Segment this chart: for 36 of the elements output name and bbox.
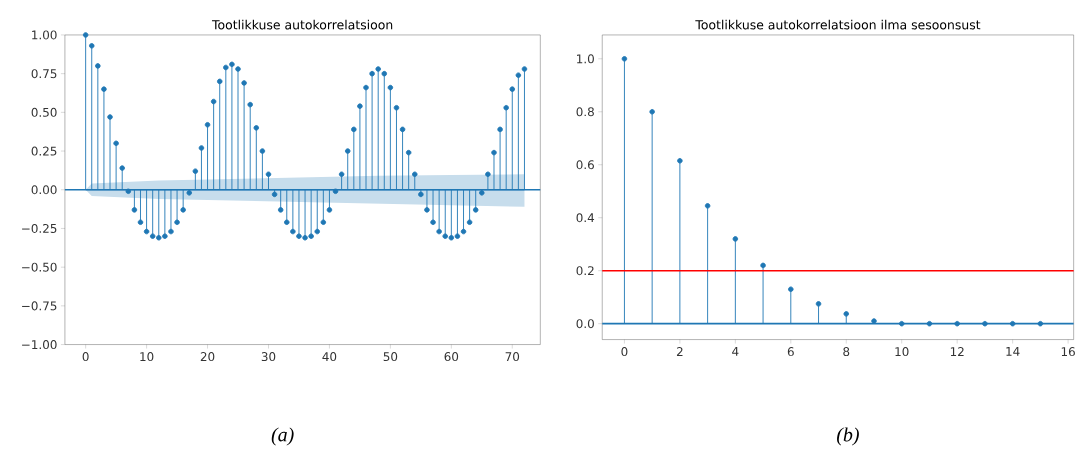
x-tick-label: 6 — [787, 346, 794, 356]
x-tick-label: 10 — [895, 346, 909, 356]
x-tick-label: 50 — [383, 351, 398, 361]
y-tick-label: 0.8 — [576, 107, 594, 117]
y-tick-label: 0.2 — [576, 265, 594, 276]
y-tick-label: 0.75 — [31, 68, 57, 78]
y-tick-label: 0.0 — [576, 318, 594, 328]
text: (b) — [837, 427, 859, 446]
x-tick-label: 20 — [200, 351, 215, 361]
y-tick-label: 0.6 — [576, 160, 594, 170]
x-tick-label: 60 — [444, 351, 459, 361]
y-tick-label: 1.0 — [577, 54, 594, 64]
x-tick-label: 16 — [1061, 346, 1075, 356]
chart-title: Tootlikkuse autokorrelatsioon ilma sesoonsust — [695, 19, 981, 30]
y-tick-label: 0.4 — [576, 213, 595, 223]
x-tick-label: 8 — [843, 346, 850, 356]
text: (a) — [271, 427, 294, 446]
y-tick-label: 0.00 — [31, 185, 57, 195]
y-tick-label: −0.75 — [22, 301, 57, 311]
x-tick-label: 0 — [621, 346, 628, 356]
x-tick-label: 70 — [505, 351, 520, 361]
x-tick-label: 40 — [322, 351, 337, 361]
x-tick-label: 0 — [82, 351, 89, 361]
y-tick-label: 1.00 — [32, 30, 57, 40]
x-tick-label: 30 — [261, 351, 276, 361]
chart-title: Tootlikkuse autokorrelatsioon — [211, 19, 393, 30]
y-tick-label: 0.50 — [31, 107, 57, 117]
y-tick-label: −0.25 — [22, 223, 57, 233]
y-tick-label: 0.25 — [31, 146, 57, 156]
x-tick-label: 4 — [732, 346, 739, 356]
x-tick-label: 14 — [1006, 346, 1020, 356]
x-tick-label: 10 — [140, 351, 154, 361]
y-tick-label: −1.00 — [22, 339, 57, 349]
y-tick-label: −0.50 — [22, 262, 57, 272]
x-tick-label: 12 — [950, 346, 964, 356]
x-tick-label: 2 — [676, 346, 683, 356]
